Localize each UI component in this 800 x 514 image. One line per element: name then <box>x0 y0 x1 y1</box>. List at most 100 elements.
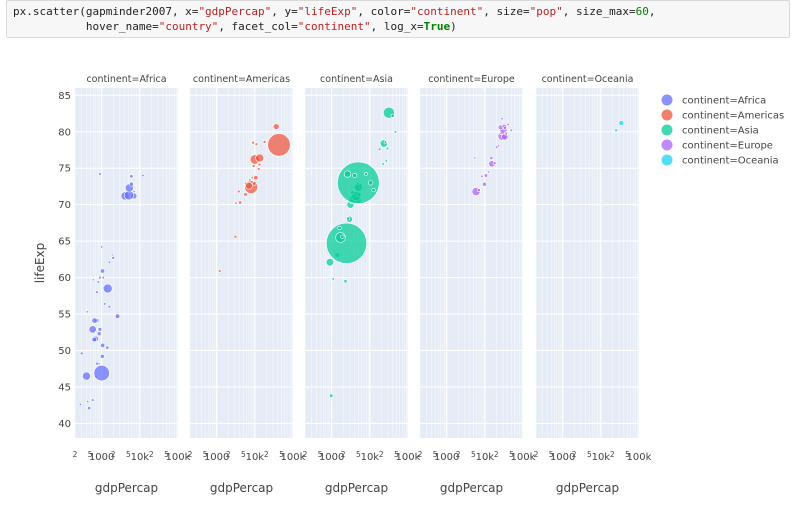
data-point[interactable] <box>93 365 110 382</box>
data-point[interactable] <box>91 336 97 343</box>
data-point[interactable] <box>384 159 388 163</box>
data-point[interactable] <box>337 225 342 231</box>
data-point[interactable] <box>105 345 110 350</box>
data-point[interactable] <box>504 132 508 136</box>
data-point[interactable] <box>100 342 106 348</box>
data-point[interactable] <box>87 406 92 411</box>
data-point[interactable] <box>482 181 487 187</box>
data-point[interactable] <box>107 260 112 264</box>
data-point[interactable] <box>79 351 84 356</box>
data-point[interactable] <box>97 327 103 332</box>
data-point[interactable] <box>82 371 91 381</box>
data-point[interactable] <box>255 153 265 163</box>
data-point[interactable] <box>371 187 376 193</box>
data-point[interactable] <box>368 180 374 186</box>
data-point[interactable] <box>250 176 254 180</box>
data-point[interactable] <box>364 172 368 176</box>
legend-item[interactable]: continent=Americas <box>661 109 785 122</box>
data-point[interactable] <box>111 253 114 257</box>
data-point[interactable] <box>85 310 89 314</box>
data-point[interactable] <box>487 170 491 174</box>
data-point[interactable] <box>383 140 387 144</box>
data-point[interactable] <box>91 278 95 282</box>
data-point[interactable] <box>101 275 105 280</box>
data-point[interactable] <box>262 140 267 144</box>
data-point[interactable] <box>245 181 253 190</box>
data-point[interactable] <box>352 173 358 179</box>
data-point[interactable] <box>254 142 259 146</box>
data-point[interactable] <box>99 268 105 274</box>
data-point[interactable] <box>272 123 280 130</box>
data-point[interactable] <box>503 126 507 131</box>
data-point[interactable] <box>480 174 484 178</box>
data-point[interactable] <box>91 317 98 324</box>
data-point[interactable] <box>325 258 335 267</box>
data-point[interactable] <box>90 398 95 402</box>
data-point[interactable] <box>217 269 222 273</box>
data-point[interactable] <box>111 256 115 260</box>
data-point[interactable] <box>506 122 510 127</box>
data-point[interactable] <box>489 156 494 160</box>
data-point[interactable] <box>267 133 291 157</box>
x-tick-label: 5 <box>164 450 169 459</box>
data-point[interactable] <box>233 234 238 239</box>
data-point[interactable] <box>107 305 112 309</box>
data-point[interactable] <box>492 161 497 165</box>
data-point[interactable] <box>237 189 241 194</box>
data-point[interactable] <box>98 172 102 176</box>
data-point[interactable] <box>509 128 514 132</box>
data-point[interactable] <box>95 290 99 294</box>
legend-item[interactable]: continent=Europe <box>661 139 773 152</box>
y-tick-label: 85 <box>58 91 71 102</box>
data-point[interactable] <box>483 173 489 178</box>
data-point[interactable] <box>331 277 335 281</box>
data-point[interactable] <box>100 245 104 249</box>
data-point[interactable] <box>251 164 256 168</box>
data-point[interactable] <box>343 279 348 284</box>
data-point[interactable] <box>234 201 238 205</box>
data-point[interactable] <box>473 156 477 160</box>
data-point[interactable] <box>390 113 395 118</box>
data-point[interactable] <box>614 128 619 133</box>
legend-item[interactable]: continent=Oceania <box>661 154 779 167</box>
data-point[interactable] <box>253 175 259 181</box>
data-point[interactable] <box>243 192 248 197</box>
data-point[interactable] <box>86 400 90 404</box>
legend-marker <box>661 154 673 166</box>
data-point[interactable] <box>343 170 352 178</box>
data-point[interactable] <box>326 222 368 264</box>
data-point[interactable] <box>100 354 105 359</box>
data-point[interactable] <box>381 162 385 166</box>
data-point[interactable] <box>132 190 136 194</box>
data-point[interactable] <box>129 181 134 187</box>
data-point[interactable] <box>340 234 345 239</box>
data-point[interactable] <box>98 275 102 280</box>
data-point[interactable] <box>141 173 145 178</box>
data-point[interactable] <box>88 325 97 334</box>
data-point[interactable] <box>129 174 134 179</box>
data-point[interactable] <box>618 120 625 126</box>
legend-item[interactable]: continent=Africa <box>661 94 767 107</box>
data-point[interactable] <box>496 144 501 148</box>
data-point[interactable] <box>96 331 102 337</box>
data-point[interactable] <box>393 130 398 134</box>
data-point[interactable] <box>477 188 481 192</box>
legend-item[interactable]: continent=Asia <box>661 124 759 137</box>
data-point[interactable] <box>97 362 101 366</box>
data-point[interactable] <box>500 117 504 121</box>
data-point[interactable] <box>252 181 257 186</box>
data-point[interactable] <box>102 283 113 294</box>
data-point[interactable] <box>385 146 390 151</box>
data-point[interactable] <box>114 313 121 319</box>
data-point[interactable] <box>251 140 255 145</box>
data-point[interactable] <box>346 216 351 221</box>
data-point[interactable] <box>238 200 242 205</box>
data-point[interactable] <box>103 302 107 306</box>
data-point[interactable] <box>248 178 252 182</box>
data-point[interactable] <box>78 402 82 406</box>
data-point[interactable] <box>329 393 334 398</box>
data-point[interactable] <box>256 167 261 171</box>
data-point[interactable] <box>96 280 100 284</box>
data-point[interactable] <box>377 147 382 151</box>
data-point[interactable] <box>257 162 262 167</box>
